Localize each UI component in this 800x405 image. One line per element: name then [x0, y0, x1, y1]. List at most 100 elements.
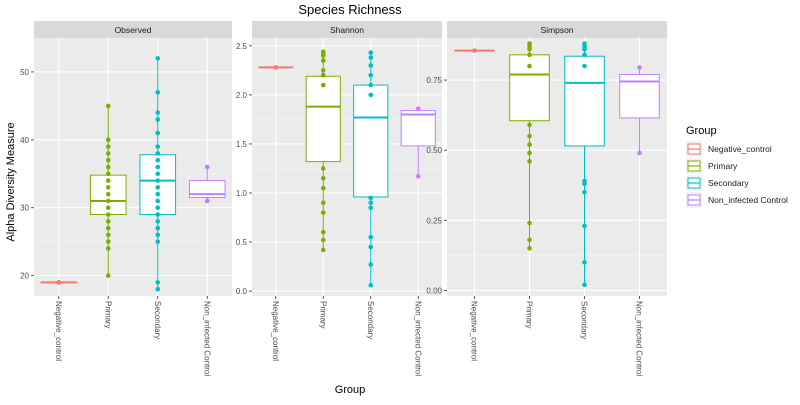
data-point [527, 151, 532, 156]
x-tick-label: Negative_control [271, 301, 280, 361]
data-point [155, 219, 160, 224]
data-point [527, 142, 532, 147]
data-point [106, 171, 111, 176]
box [401, 111, 435, 146]
data-point [106, 273, 111, 278]
legend-item-label: Secondary [708, 178, 749, 188]
y-tick-label: 30 [20, 204, 29, 213]
x-axis-label: Group [335, 384, 366, 396]
facet-strip-label: Simpson [540, 25, 573, 35]
data-point [155, 226, 160, 231]
data-point [155, 90, 160, 95]
y-tick-label: 0.50 [426, 146, 442, 155]
data-point [155, 192, 160, 197]
data-point [368, 196, 373, 201]
data-point [582, 190, 587, 195]
data-point [106, 212, 111, 217]
chart-title: Species Richness [298, 2, 402, 17]
data-point [155, 287, 160, 292]
data-point [106, 151, 111, 156]
data-point [368, 201, 373, 206]
data-point [472, 48, 477, 53]
data-point [106, 233, 111, 238]
data-point [106, 199, 111, 204]
y-tick-label: 1.5 [236, 140, 248, 149]
y-tick-label: 0.75 [426, 76, 442, 85]
data-point [582, 41, 587, 46]
x-tick-label: Secondary [366, 301, 375, 339]
data-point [582, 224, 587, 229]
data-point [155, 185, 160, 190]
x-tick-label: Primary [318, 301, 327, 329]
data-point [155, 199, 160, 204]
data-point [527, 53, 532, 58]
legend-item-label: Non_infected Control [708, 195, 788, 205]
data-point [321, 73, 326, 78]
data-point [106, 158, 111, 163]
data-point [106, 226, 111, 231]
data-point [106, 246, 111, 251]
legend-items: Negative_control Primary Secondary Non_infe… [686, 141, 788, 208]
data-point [527, 238, 532, 243]
box [306, 76, 340, 161]
x-tick-label: Non_infected Control [635, 301, 644, 376]
legend-item: Non_infected Control [686, 192, 788, 208]
data-point [637, 65, 642, 70]
legend-item-label: Negative_control [708, 144, 772, 154]
data-point [321, 230, 326, 235]
data-point [106, 178, 111, 183]
x-tick-label: Non_infected Control [413, 301, 422, 376]
data-point [368, 262, 373, 267]
data-point [527, 134, 532, 139]
y-tick-label: 1.0 [236, 189, 248, 198]
x-tick-label: Primary [525, 301, 534, 329]
data-point [527, 246, 532, 251]
data-point [155, 178, 160, 183]
data-point [368, 63, 373, 68]
data-point [155, 110, 160, 115]
data-point [106, 104, 111, 109]
y-tick-label: 0.0 [236, 287, 248, 296]
data-point [416, 106, 421, 111]
y-tick-label: 20 [20, 272, 29, 281]
data-point [106, 138, 111, 143]
data-point [321, 210, 326, 215]
data-point [106, 205, 111, 210]
y-tick-label: 0.25 [426, 216, 442, 225]
data-point [368, 93, 373, 98]
data-point [106, 165, 111, 170]
data-point [56, 280, 61, 285]
data-point [321, 58, 326, 63]
data-point [155, 212, 160, 217]
y-tick-label: 2.5 [236, 42, 248, 51]
data-point [155, 151, 160, 156]
data-point [106, 239, 111, 244]
plot-background [34, 38, 232, 296]
data-point [155, 117, 160, 122]
data-point [106, 185, 111, 190]
data-point [205, 165, 210, 170]
legend-item: Primary [686, 158, 738, 174]
data-point [155, 158, 160, 163]
legend-item: Negative_control [686, 141, 772, 157]
facet-strip-label: Shannon [330, 25, 364, 35]
data-point [368, 205, 373, 210]
data-point [321, 176, 326, 181]
data-point [106, 192, 111, 197]
data-point [368, 245, 373, 250]
data-point [155, 233, 160, 238]
data-point [273, 65, 278, 70]
data-point [368, 83, 373, 88]
data-point [582, 64, 587, 69]
data-point [368, 283, 373, 288]
data-point [582, 260, 587, 265]
data-point [155, 239, 160, 244]
data-point [527, 159, 532, 164]
data-point [368, 55, 373, 60]
x-tick-label: Primary [103, 301, 112, 329]
data-point [155, 205, 160, 210]
data-point [155, 56, 160, 61]
facet-strip-label: Observed [115, 25, 152, 35]
x-tick-label: Secondary [580, 301, 589, 339]
